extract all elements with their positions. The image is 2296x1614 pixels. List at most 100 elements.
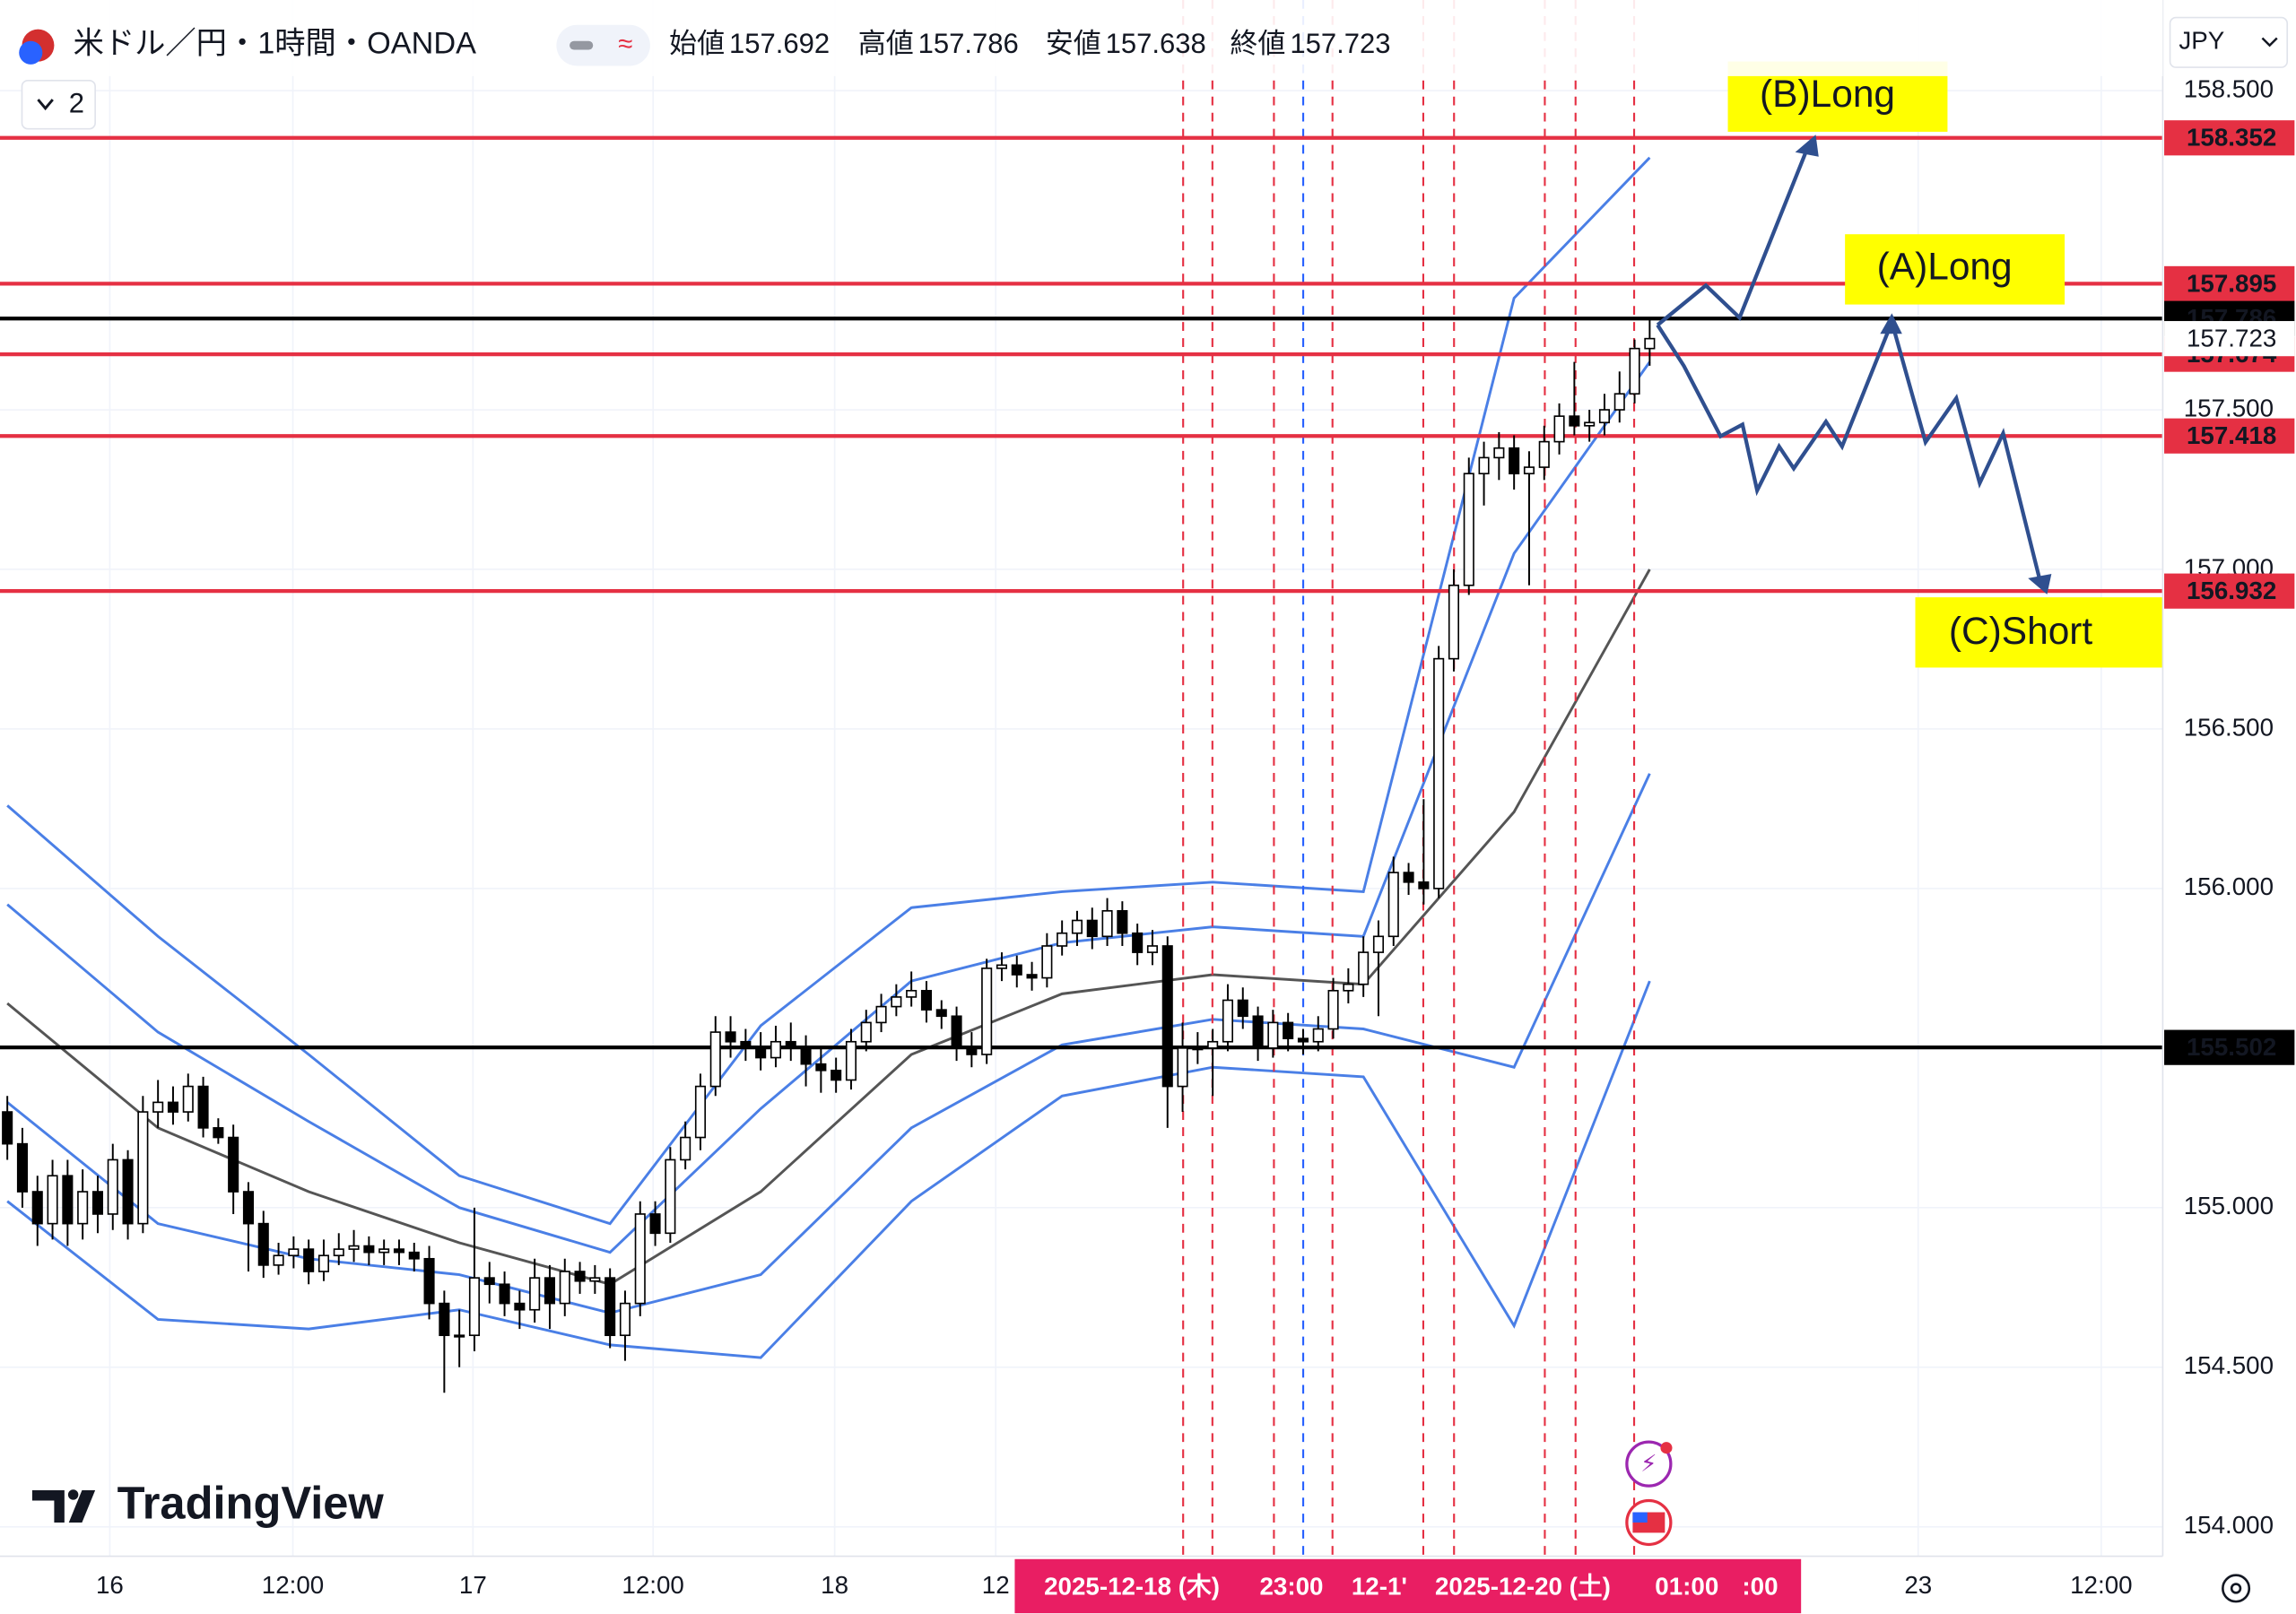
candle bbox=[529, 1258, 541, 1323]
candle bbox=[1448, 568, 1460, 672]
symbol[interactable]: 米ドル／円・1時間・OANDA bbox=[74, 27, 476, 61]
candle bbox=[1418, 799, 1430, 905]
ohlc-label: 終値 bbox=[1230, 28, 1285, 59]
candle-body bbox=[242, 1191, 255, 1225]
candle-body bbox=[182, 1085, 194, 1113]
candle bbox=[1177, 1022, 1188, 1113]
candle-body bbox=[213, 1127, 224, 1139]
candle bbox=[1117, 901, 1128, 946]
candle bbox=[1057, 920, 1068, 956]
candle bbox=[454, 1309, 465, 1367]
candle bbox=[1086, 907, 1098, 950]
candle bbox=[31, 1176, 43, 1246]
logo-mark bbox=[31, 1490, 96, 1523]
candle bbox=[1598, 394, 1611, 436]
candle bbox=[213, 1118, 224, 1144]
candle-body bbox=[468, 1277, 481, 1337]
candle bbox=[1629, 339, 1640, 404]
status-icon: ≈ bbox=[618, 29, 632, 58]
candle bbox=[16, 1127, 29, 1208]
candle-body bbox=[544, 1277, 556, 1305]
level-label: 158.352 bbox=[2187, 124, 2276, 152]
candle bbox=[619, 1290, 631, 1361]
candle bbox=[1613, 371, 1625, 423]
ohlc-value: 157.723 bbox=[1290, 28, 1390, 59]
candle-body bbox=[1463, 473, 1474, 586]
candle bbox=[1011, 955, 1022, 988]
candle-body bbox=[981, 968, 993, 1055]
candle-body bbox=[891, 996, 902, 1008]
band-line bbox=[6, 773, 1651, 1315]
candle-body bbox=[589, 1277, 601, 1282]
candle-body bbox=[1117, 910, 1128, 934]
candle-body bbox=[1252, 1015, 1264, 1049]
candle-body bbox=[348, 1245, 360, 1250]
candle-body bbox=[228, 1136, 239, 1193]
candle-body bbox=[860, 1021, 872, 1043]
candle bbox=[257, 1210, 269, 1279]
candle-body bbox=[167, 1101, 179, 1113]
candle bbox=[785, 1022, 796, 1062]
candle bbox=[1569, 361, 1580, 436]
candle bbox=[574, 1262, 586, 1294]
candle bbox=[62, 1159, 74, 1246]
candle-body bbox=[1207, 1040, 1219, 1049]
candle-body bbox=[1523, 466, 1535, 475]
candle-body bbox=[1297, 1037, 1309, 1043]
currency-button[interactable] bbox=[2169, 16, 2289, 68]
candle bbox=[1493, 431, 1505, 481]
annotation-box bbox=[1915, 597, 2168, 668]
status-pill[interactable] bbox=[556, 24, 650, 66]
y-tick-label: 154.500 bbox=[2184, 1351, 2274, 1379]
settings-icon[interactable] bbox=[2222, 1574, 2251, 1603]
candle-body bbox=[1584, 421, 1596, 427]
candle-body bbox=[317, 1254, 330, 1272]
candle-body bbox=[1478, 456, 1490, 475]
candle bbox=[1463, 457, 1474, 595]
candle-body bbox=[1312, 1028, 1324, 1043]
candle-body bbox=[273, 1254, 284, 1266]
candle-body bbox=[665, 1158, 676, 1235]
candle bbox=[363, 1236, 375, 1265]
candle bbox=[649, 1201, 661, 1246]
candle bbox=[348, 1229, 360, 1263]
chevron bbox=[2261, 37, 2278, 48]
arrowhead bbox=[1880, 313, 1902, 334]
x-tick-label: 12:00 bbox=[262, 1571, 324, 1599]
annotation: (B)Long bbox=[1760, 73, 1895, 115]
candle bbox=[273, 1242, 284, 1275]
candle bbox=[1146, 930, 1159, 966]
candle bbox=[1523, 451, 1535, 586]
header-bg bbox=[0, 0, 2163, 76]
candle-body bbox=[740, 1040, 752, 1049]
y-tick-label: 156.500 bbox=[2184, 713, 2274, 741]
candle bbox=[1327, 977, 1339, 1039]
candle bbox=[1101, 898, 1113, 946]
candle-body bbox=[499, 1283, 510, 1305]
candle bbox=[91, 1176, 104, 1234]
candle bbox=[1553, 403, 1565, 455]
candle-body bbox=[1343, 983, 1354, 992]
candle bbox=[1403, 863, 1414, 896]
candle-body bbox=[1101, 910, 1113, 938]
candle bbox=[665, 1147, 676, 1243]
arrow-b bbox=[1656, 141, 1812, 327]
candle-body bbox=[649, 1213, 661, 1235]
candle-body bbox=[1222, 999, 1234, 1043]
candle-body bbox=[303, 1248, 315, 1272]
candle-body bbox=[1613, 393, 1625, 411]
settings-icon[interactable] bbox=[2230, 1583, 2242, 1594]
candle bbox=[1132, 924, 1144, 966]
candle-body bbox=[1403, 872, 1414, 883]
event-icon[interactable] bbox=[1625, 1440, 1673, 1488]
time-markers bbox=[1182, 0, 1636, 1557]
candle bbox=[604, 1268, 616, 1349]
candle-body bbox=[91, 1191, 104, 1215]
level-label: 156.932 bbox=[2187, 577, 2276, 604]
candle-body bbox=[800, 1047, 812, 1065]
level-label-box bbox=[2164, 120, 2295, 156]
candle bbox=[182, 1073, 194, 1122]
time-marker-labels: 2025-12-18 (木) 23:00 12-1' 2025-12-20 (土) 01… bbox=[1044, 1573, 1778, 1601]
indicator-toggle[interactable] bbox=[21, 79, 96, 130]
